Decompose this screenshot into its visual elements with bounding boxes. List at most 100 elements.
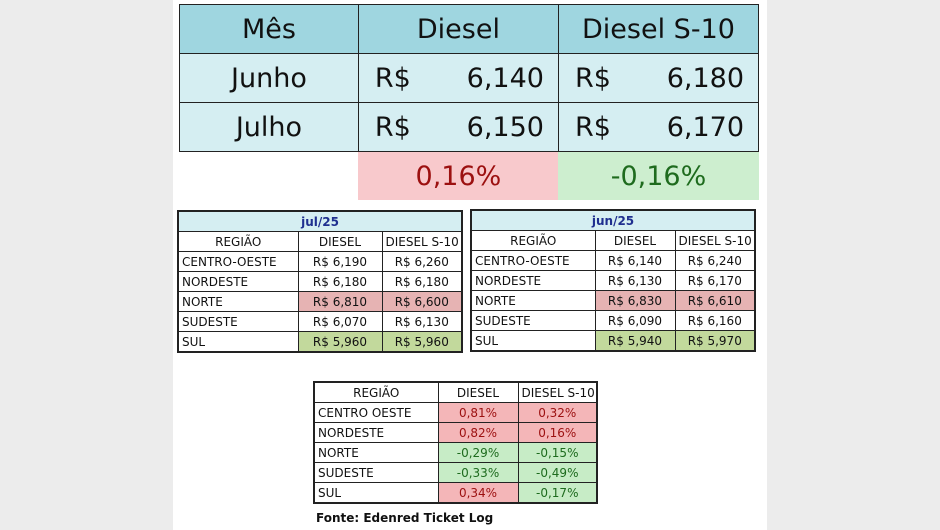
region-table-jun: jun/25 REGIÃO DIESEL DIESEL S-10 CENTRO-… [470, 209, 757, 352]
col-header-regiao: REGIÃO [313, 381, 439, 403]
region-name: CENTRO OESTE [313, 402, 439, 423]
s10-price: R$ 5,960 [381, 331, 463, 353]
region-name: NORTE [313, 442, 439, 463]
region-name: NORTE [177, 291, 299, 312]
diesel-price: R$ 6,090 [594, 310, 676, 331]
header-diesel-s10: Diesel S-10 [557, 4, 760, 54]
region-name: SUL [177, 331, 299, 353]
s10-variation: -0,16% [558, 151, 759, 200]
table-title: jul/25 [177, 210, 463, 232]
summary-variation-row: 0,16% -0,16% [179, 151, 759, 200]
price-value: 6,140 [466, 62, 544, 94]
currency-label: R$ [374, 111, 411, 143]
right-margin [767, 0, 940, 530]
s10-price: R$ 6,160 [674, 310, 756, 331]
s10-variation: -0,17% [517, 482, 598, 504]
month-cell: Junho [179, 53, 359, 103]
col-header-diesel: DIESEL [297, 231, 383, 252]
diesel-price: R$ 6,130 [594, 270, 676, 291]
blank-cell [179, 151, 359, 200]
table-row: SUDESTE R$ 6,070 R$ 6,130 [177, 311, 463, 332]
price-value: 6,170 [666, 111, 744, 143]
region-name: NORDESTE [177, 271, 299, 292]
region-name: SUDESTE [177, 311, 299, 332]
table-row: NORTE R$ 6,830 R$ 6,610 [470, 290, 756, 311]
table-row: CENTRO OESTE 0,81% 0,32% [313, 402, 598, 423]
s10-price: R$ 6,240 [674, 250, 756, 271]
summary-row-julho: Julho R$ 6,150 R$ 6,170 [179, 102, 760, 152]
s10-price-cell: R$ 6,170 [557, 102, 760, 152]
s10-price: R$ 6,600 [381, 291, 463, 312]
col-header-diesel: DIESEL [594, 230, 676, 251]
price-value: 6,180 [666, 62, 744, 94]
s10-price: R$ 6,130 [381, 311, 463, 332]
variation-table: REGIÃO DIESEL DIESEL S-10 CENTRO OESTE 0,… [313, 381, 598, 504]
region-name: CENTRO-OESTE [470, 250, 596, 271]
table-row: NORDESTE R$ 6,180 R$ 6,180 [177, 271, 463, 292]
col-header-diesel: DIESEL [437, 381, 519, 403]
s10-price: R$ 6,610 [674, 290, 756, 311]
s10-variation: -0,49% [517, 462, 598, 483]
table-row: SUDESTE R$ 6,090 R$ 6,160 [470, 310, 756, 331]
s10-price: R$ 6,180 [381, 271, 463, 292]
diesel-variation: 0,34% [437, 482, 519, 504]
s10-price: R$ 5,970 [674, 330, 756, 352]
table-title: jun/25 [470, 209, 756, 231]
region-name: NORDESTE [313, 422, 439, 443]
col-header-regiao: REGIÃO [177, 231, 299, 252]
source-note: Fonte: Edenred Ticket Log [316, 511, 494, 525]
price-value: 6,150 [466, 111, 544, 143]
table-row: SUL 0,34% -0,17% [313, 482, 598, 504]
diesel-variation: -0,29% [437, 442, 519, 463]
table-row: SUDESTE -0,33% -0,49% [313, 462, 598, 483]
diesel-price: R$ 6,810 [297, 291, 383, 312]
col-header-diesel-s10: DIESEL S-10 [674, 230, 756, 251]
currency-label: R$ [574, 111, 611, 143]
s10-variation: 0,32% [517, 402, 598, 423]
summary-row-junho: Junho R$ 6,140 R$ 6,180 [179, 53, 760, 103]
region-table-jul: jul/25 REGIÃO DIESEL DIESEL S-10 CENTRO-… [177, 210, 464, 353]
table-row: NORDESTE R$ 6,130 R$ 6,170 [470, 270, 756, 291]
left-margin [0, 0, 173, 530]
col-header-regiao: REGIÃO [470, 230, 596, 251]
summary-table: Mês Diesel Diesel S-10 Junho R$ 6,140 R$ 6… [179, 4, 760, 200]
header-mes: Mês [179, 4, 359, 54]
s10-variation: -0,15% [517, 442, 598, 463]
s10-price: R$ 6,260 [381, 251, 463, 272]
diesel-variation: 0,82% [437, 422, 519, 443]
s10-price: R$ 6,170 [674, 270, 756, 291]
region-name: SUL [470, 330, 596, 352]
table-row: SUL R$ 5,960 R$ 5,960 [177, 331, 463, 353]
table-row: SUL R$ 5,940 R$ 5,970 [470, 330, 756, 352]
table-row: CENTRO-OESTE R$ 6,190 R$ 6,260 [177, 251, 463, 272]
diesel-price: R$ 6,070 [297, 311, 383, 332]
table-row: NORTE -0,29% -0,15% [313, 442, 598, 463]
table-row: NORTE R$ 6,810 R$ 6,600 [177, 291, 463, 312]
col-header-diesel-s10: DIESEL S-10 [517, 381, 598, 403]
diesel-price-cell: R$ 6,140 [357, 53, 559, 103]
diesel-price: R$ 5,940 [594, 330, 676, 352]
table-row: CENTRO-OESTE R$ 6,140 R$ 6,240 [470, 250, 756, 271]
diesel-price: R$ 6,830 [594, 290, 676, 311]
summary-header-row: Mês Diesel Diesel S-10 [179, 4, 760, 54]
s10-variation: 0,16% [517, 422, 598, 443]
diesel-variation: 0,81% [437, 402, 519, 423]
col-header-diesel-s10: DIESEL S-10 [381, 231, 463, 252]
region-name: SUDESTE [313, 462, 439, 483]
diesel-price-cell: R$ 6,150 [357, 102, 559, 152]
region-name: NORDESTE [470, 270, 596, 291]
diesel-variation: -0,33% [437, 462, 519, 483]
diesel-price: R$ 6,190 [297, 251, 383, 272]
diesel-price: R$ 5,960 [297, 331, 383, 353]
currency-label: R$ [374, 62, 411, 94]
month-cell: Julho [179, 102, 359, 152]
s10-price-cell: R$ 6,180 [557, 53, 760, 103]
table-row: NORDESTE 0,82% 0,16% [313, 422, 598, 443]
region-name: SUDESTE [470, 310, 596, 331]
region-name: SUL [313, 482, 439, 504]
diesel-price: R$ 6,140 [594, 250, 676, 271]
header-diesel: Diesel [357, 4, 559, 54]
region-name: NORTE [470, 290, 596, 311]
currency-label: R$ [574, 62, 611, 94]
diesel-price: R$ 6,180 [297, 271, 383, 292]
